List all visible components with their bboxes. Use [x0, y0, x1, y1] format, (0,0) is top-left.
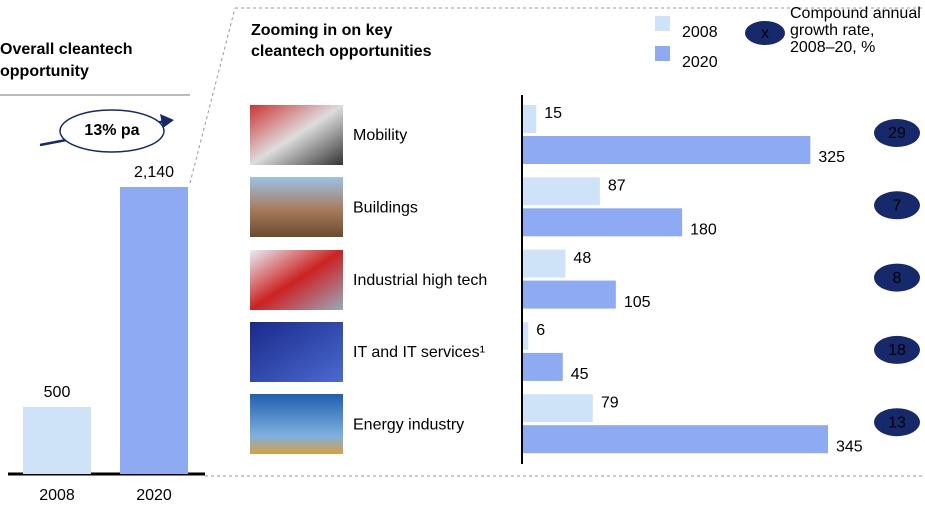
title-line: opportunity	[0, 63, 89, 80]
cagr-legend-badge	[745, 21, 785, 45]
row-image	[250, 177, 343, 237]
value-label: 2,140	[134, 164, 174, 181]
cagr-label: 7	[893, 198, 902, 215]
value-label: 345	[836, 438, 863, 455]
value-label: 45	[571, 366, 589, 383]
category-label: Buildings	[353, 200, 418, 217]
legend-swatch	[655, 46, 670, 61]
cagr-badge	[874, 335, 920, 364]
bar	[523, 425, 828, 454]
value-label: 180	[690, 222, 717, 239]
bar	[523, 136, 811, 164]
value-label: 15	[544, 105, 562, 122]
title-line: Overall cleantech	[0, 41, 133, 58]
cagr-legend-label: growth rate,	[790, 22, 874, 39]
bar	[23, 406, 91, 474]
growth-label: 13% pa	[84, 122, 139, 139]
category-label: Industrial high tech	[353, 272, 487, 289]
category-label: Energy industry	[353, 416, 464, 433]
row-image	[250, 322, 343, 382]
title-line: Zooming in on key	[251, 22, 392, 39]
legend-label: 2020	[682, 54, 718, 71]
title-line: cleantech opportunities	[251, 43, 432, 60]
bar	[523, 105, 537, 133]
growth-arrow-head	[160, 114, 174, 128]
value-label: 6	[536, 322, 545, 339]
bar	[523, 177, 600, 206]
value-label: 105	[624, 294, 651, 311]
cagr-legend-label: 2008–20, %	[790, 39, 875, 56]
value-label: 79	[601, 394, 619, 411]
cagr-badge	[874, 263, 920, 292]
x-tick-label: 2008	[39, 487, 75, 504]
category-label: IT and IT services¹	[353, 344, 485, 361]
bar	[523, 280, 616, 309]
row-image	[250, 394, 343, 454]
cagr-label: 8	[893, 270, 902, 287]
bar	[120, 187, 188, 474]
bar	[523, 249, 566, 278]
cagr-label: 18	[888, 342, 906, 359]
cagr-label: 13	[888, 414, 906, 431]
value-label: 325	[818, 149, 845, 166]
legend-swatch	[655, 16, 670, 31]
value-label: 87	[608, 178, 626, 195]
row-image	[250, 250, 343, 310]
row-image	[250, 105, 343, 165]
value-label: 500	[44, 384, 71, 401]
cagr-legend-label: Compound annual	[790, 5, 921, 22]
value-label: 48	[573, 250, 591, 267]
growth-bubble	[59, 109, 165, 153]
cagr-label: 29	[888, 125, 906, 142]
x-tick-label: 2020	[136, 487, 172, 504]
legend-label: 2008	[682, 24, 718, 41]
bar	[523, 321, 529, 350]
callout-border	[189, 7, 236, 184]
bar	[523, 394, 593, 423]
cagr-legend-symbol: x	[761, 25, 769, 42]
bar	[523, 208, 683, 237]
category-label: Mobility	[353, 127, 407, 144]
cagr-badge	[874, 408, 920, 437]
bar	[523, 352, 563, 381]
cagr-badge	[874, 191, 920, 220]
cagr-badge	[874, 119, 920, 147]
